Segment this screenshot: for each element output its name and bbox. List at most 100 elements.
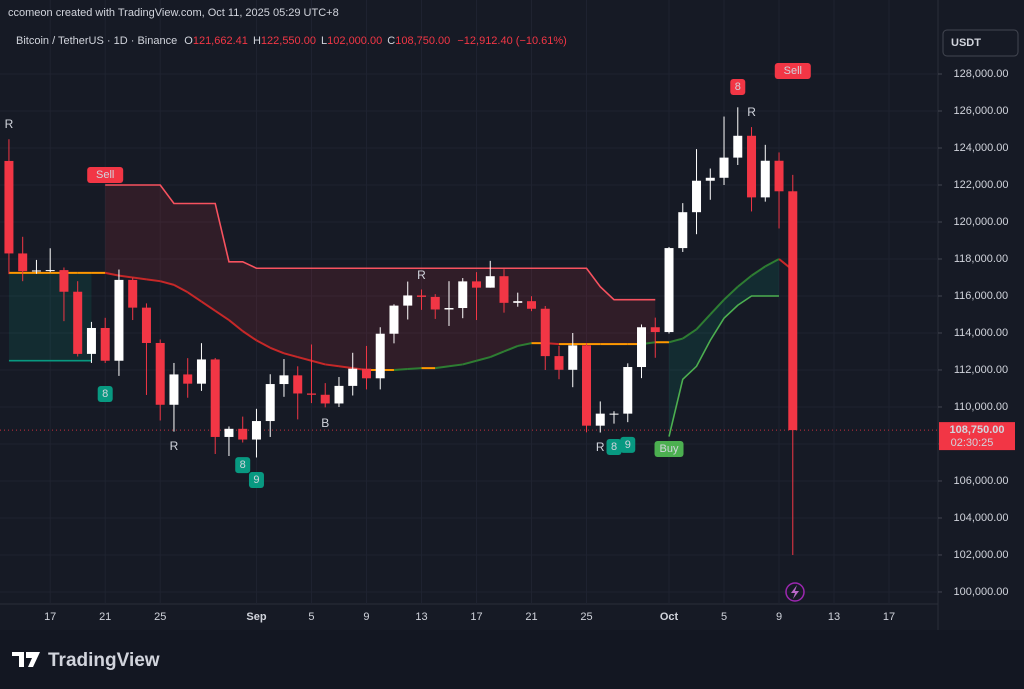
candle-body xyxy=(788,191,798,431)
x-tick-label: 17 xyxy=(44,611,56,623)
trend-segment xyxy=(503,345,519,353)
trend-segment xyxy=(709,299,725,316)
candle-body xyxy=(18,253,28,272)
signal-label: B xyxy=(321,416,329,430)
candle-body xyxy=(733,135,743,158)
candle-body xyxy=(747,135,757,198)
candle-body xyxy=(499,276,509,303)
candle-body xyxy=(279,375,289,385)
lightning xyxy=(791,585,799,599)
candle-body xyxy=(527,301,537,309)
events-icon[interactable] xyxy=(785,582,805,602)
ohlc-value: 102,000.00 xyxy=(327,35,382,47)
trend-segment xyxy=(105,271,120,277)
currency[interactable]: USDT xyxy=(951,37,981,49)
x-tick-label: 13 xyxy=(415,611,427,623)
signal-label: 9 xyxy=(253,474,259,486)
x-tick-label: Sep xyxy=(246,611,266,623)
y-tick-label: 110,000.00 xyxy=(954,401,1008,413)
y-tick-label: 128,000.00 xyxy=(953,68,1008,80)
trend-segment xyxy=(283,352,298,359)
time-axis xyxy=(0,604,938,630)
signal-label: Sell xyxy=(784,65,802,77)
logo-mark xyxy=(12,652,40,667)
x-tick-label: 9 xyxy=(776,611,782,623)
trend-segment xyxy=(462,359,477,366)
candle-body xyxy=(155,342,165,405)
candle-body xyxy=(45,270,55,272)
price-axis xyxy=(938,0,1024,630)
trend-segment xyxy=(695,313,712,330)
candle-body xyxy=(678,212,688,249)
signal-box xyxy=(620,436,636,453)
trend-segment xyxy=(118,274,133,279)
y-tick-label: 100,000.00 xyxy=(953,586,1008,598)
candle-body xyxy=(251,421,261,440)
candle-body xyxy=(609,413,619,415)
candle-body xyxy=(348,368,358,386)
signal-label: R xyxy=(747,105,756,119)
y-tick-label: 122,000.00 xyxy=(953,179,1008,191)
signal-box xyxy=(654,440,684,457)
candle-body xyxy=(210,359,220,437)
stop-line xyxy=(105,184,656,301)
symbol-legend: Bitcoin / TetherUS · 1D · Binance O121,6… xyxy=(16,35,567,47)
signal-label: 9 xyxy=(625,439,631,451)
candle-body xyxy=(416,295,426,297)
candle-body xyxy=(582,345,592,426)
brand: TradingView xyxy=(48,650,160,671)
trend-segment xyxy=(517,342,532,347)
trend-segment xyxy=(159,280,175,286)
candle-body xyxy=(31,270,41,272)
band-fill xyxy=(8,272,92,361)
y-tick-label: 116,000.00 xyxy=(954,290,1008,302)
candle-body xyxy=(430,296,440,310)
candle-body xyxy=(554,356,564,370)
trend-segment xyxy=(146,278,161,283)
signal-label: R xyxy=(417,268,426,282)
trend-segment xyxy=(173,284,189,294)
y-tick-label: 118,000.00 xyxy=(954,253,1008,265)
change: −12,912.40 (−10.61%) xyxy=(457,35,566,47)
y-tick-label: 124,000.00 xyxy=(953,142,1008,154)
countdown: 02:30:25 xyxy=(951,437,994,449)
candle-body xyxy=(59,270,69,292)
y-tick-label: 112,000.00 xyxy=(954,364,1008,376)
last-price-label: 108,750.00 xyxy=(949,424,1004,436)
trend-segment xyxy=(242,330,258,342)
candle-body xyxy=(238,428,248,440)
candle-body xyxy=(73,291,83,354)
candle-body xyxy=(114,279,124,361)
currency-button[interactable] xyxy=(942,29,1019,57)
ohlc-key: O xyxy=(184,35,193,47)
band-fill xyxy=(669,258,780,437)
trend-segment xyxy=(214,309,230,321)
candle-body xyxy=(623,367,633,414)
y-tick-label: 126,000.00 xyxy=(953,105,1008,117)
stop-line xyxy=(668,295,780,437)
trend-segment xyxy=(187,291,203,303)
x-tick-label: 21 xyxy=(99,611,111,623)
candle-body xyxy=(265,384,275,422)
candle-body xyxy=(458,281,468,309)
candle-body xyxy=(403,295,413,306)
ohlc-value: 108,750.00 xyxy=(395,35,450,47)
signal-label: Buy xyxy=(660,443,679,455)
trend-segment xyxy=(682,328,698,340)
x-tick-label: 17 xyxy=(883,611,895,623)
signal-box xyxy=(235,457,251,474)
candle-body xyxy=(196,359,206,384)
y-tick-label: 114,000.00 xyxy=(954,327,1008,339)
x-tick-label: 17 xyxy=(470,611,482,623)
ohlc-value: 121,662.41 xyxy=(193,35,248,47)
trend-segment xyxy=(393,368,408,371)
signal-box xyxy=(774,63,811,80)
x-tick-label: Oct xyxy=(660,611,679,623)
signal-label: R xyxy=(170,439,179,453)
candle-body xyxy=(444,308,454,310)
y-tick-label: 106,000.00 xyxy=(953,475,1008,487)
candle-body xyxy=(183,374,193,384)
candle-body xyxy=(141,307,151,343)
candle-body xyxy=(293,375,303,394)
